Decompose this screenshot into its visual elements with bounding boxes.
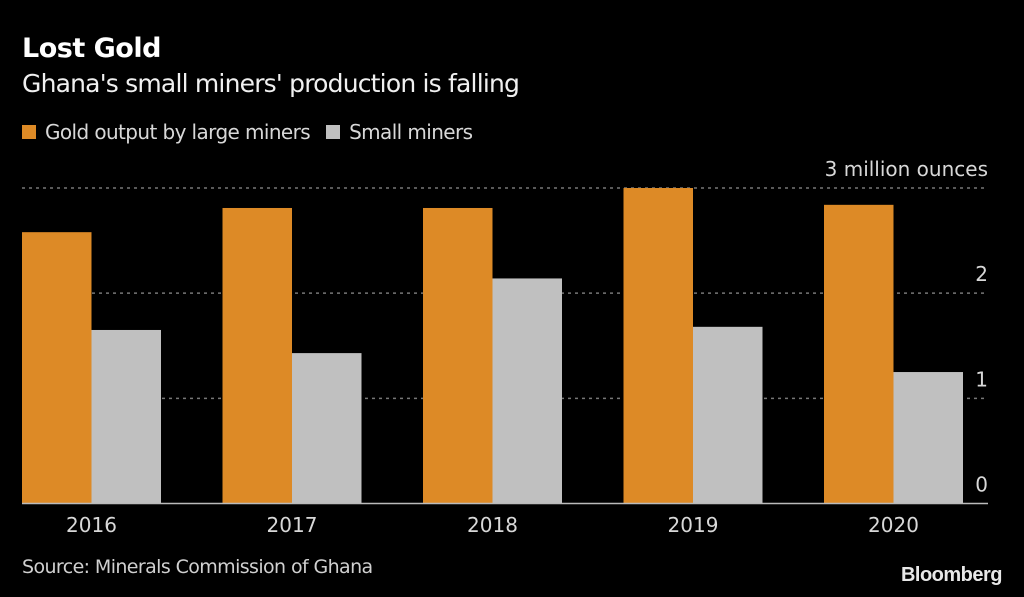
bar-small-miners [91,329,161,504]
legend-item-small: Small miners [326,120,473,144]
bar-small-miners [492,278,562,504]
chart-subtitle: Ghana's small miners' production is fall… [22,69,520,98]
y-tick-label: 0 [975,473,988,497]
bar-large-miners [22,232,92,504]
bar-large-miners [623,188,693,504]
legend-item-large: Gold output by large miners [22,120,311,144]
bar-large-miners [222,207,292,504]
x-tick-label: 2019 [668,513,719,537]
x-tick-label: 2016 [66,513,117,537]
bar-large-miners [423,207,493,504]
legend-label-large: Gold output by large miners [45,120,311,144]
legend: Gold output by large miners Small miners [22,120,488,144]
legend-swatch-small [326,125,341,139]
chart-title: Lost Gold [22,33,161,64]
legend-label-small: Small miners [349,120,473,144]
y-tick-label: 2 [975,262,988,286]
x-tick-label: 2018 [467,513,518,537]
bar-small-miners [893,372,963,504]
legend-swatch-large [22,125,36,139]
bar-large-miners [824,204,894,504]
bar-small-miners [292,353,362,504]
source-note: Source: Minerals Commission of Ghana [22,556,373,578]
y-tick-label: 3 million ounces [825,157,988,181]
x-tick-label: 2017 [267,513,318,537]
x-tick-label: 2020 [868,513,919,537]
bloomberg-logo: Bloomberg [900,564,1003,586]
y-tick-label: 1 [975,367,988,391]
bar-small-miners [693,326,763,504]
